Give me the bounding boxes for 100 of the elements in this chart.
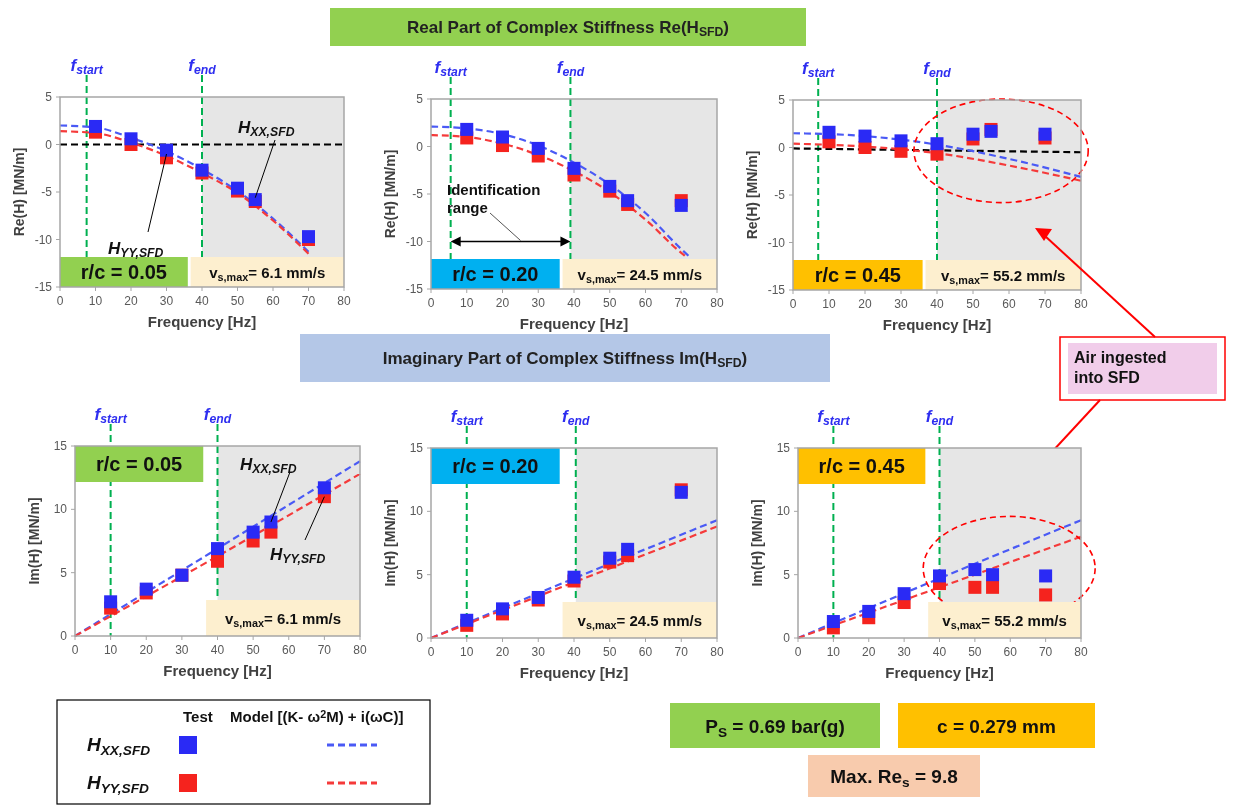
annotation: r/c = 0.45 bbox=[814, 264, 901, 286]
x-axis-title: Frequency [Hz] bbox=[163, 662, 272, 679]
x-tick-label: 60 bbox=[638, 645, 653, 659]
ref-line-label: f$_{end}$ bbox=[188, 56, 217, 77]
text: c = 0.279 mm bbox=[937, 715, 1056, 737]
x-tick-label: 0 bbox=[427, 645, 435, 659]
y-tick-label: 5 bbox=[416, 567, 424, 582]
y-tick-label: -15 bbox=[405, 282, 424, 296]
y-tick-label: 0 bbox=[416, 139, 424, 154]
x-tick-label: 10 bbox=[822, 297, 836, 311]
y-tick-label: 5 bbox=[60, 565, 68, 580]
x-tick-label: 20 bbox=[495, 296, 510, 310]
ref-line-label: f$_{start}$ bbox=[802, 59, 836, 80]
x-tick-label: 80 bbox=[1074, 297, 1088, 311]
ref-line-label: f$_{start}$ bbox=[70, 56, 104, 77]
x-tick-label: 60 bbox=[638, 296, 653, 310]
x-tick-label: 60 bbox=[266, 294, 280, 308]
y-tick-label: 5 bbox=[778, 93, 786, 107]
x-tick-label: 10 bbox=[826, 645, 841, 659]
x-tick-label: 20 bbox=[124, 294, 138, 308]
x-tick-label: 40 bbox=[930, 297, 944, 311]
x-axis-title: Frequency [Hz] bbox=[885, 664, 994, 681]
y-tick-label: -5 bbox=[774, 188, 786, 202]
x-tick-label: 80 bbox=[710, 296, 724, 310]
ref-line-label: f$_{end}$ bbox=[925, 407, 954, 428]
x-tick-label: 30 bbox=[175, 643, 189, 657]
y-tick-label: -5 bbox=[412, 187, 424, 201]
y-tick-label: 10 bbox=[776, 504, 791, 519]
legend-label: H$_{YY,SFD}$ bbox=[87, 772, 149, 796]
x-tick-label: 60 bbox=[1002, 297, 1016, 311]
y-axis-title: Re(H) [MN/m] bbox=[382, 149, 398, 239]
x-axis-title: Frequency [Hz] bbox=[882, 316, 992, 333]
y-tick-label: -15 bbox=[767, 283, 786, 297]
x-tick-label: 80 bbox=[1074, 645, 1088, 659]
y-axis-title: Im(H) [MN/m] bbox=[749, 499, 765, 587]
annotation: v$_{s,max}$= 24.5 mm/s bbox=[577, 266, 703, 285]
annotation: r/c = 0.05 bbox=[96, 453, 183, 475]
x-tick-label: 50 bbox=[603, 296, 617, 310]
y-tick-label: -10 bbox=[34, 232, 53, 247]
ref-line-label: f$_{end}$ bbox=[562, 407, 591, 428]
chart-title: Imaginary Part of Complex Stiffness Im(H$_{SFD}$) bbox=[382, 349, 748, 370]
x-tick-label: 40 bbox=[932, 645, 947, 659]
ref-line-label: f$_{end}$ bbox=[556, 58, 585, 79]
y-tick-label: -15 bbox=[34, 280, 53, 294]
x-tick-label: 70 bbox=[317, 643, 332, 657]
annotation: r/c = 0.05 bbox=[80, 261, 167, 283]
chart-title: Real Part of Complex Stiffness Re(H$_{SFD}$) bbox=[406, 18, 730, 39]
x-tick-label: 40 bbox=[195, 294, 209, 308]
x-tick-label: 30 bbox=[531, 296, 546, 310]
x-tick-label: 70 bbox=[301, 294, 316, 308]
annotation: r/c = 0.20 bbox=[452, 263, 539, 285]
x-tick-label: 20 bbox=[139, 643, 154, 657]
annotation: H$_{XX,SFD}$ bbox=[238, 118, 295, 139]
x-tick-label: 30 bbox=[531, 645, 546, 659]
y-tick-label: 10 bbox=[409, 504, 424, 519]
y-axis-title: Im(H) [MN/m] bbox=[26, 497, 42, 585]
y-tick-label: -10 bbox=[767, 235, 786, 250]
annotation: r/c = 0.45 bbox=[818, 455, 905, 477]
x-tick-label: 30 bbox=[897, 645, 912, 659]
y-tick-label: 0 bbox=[45, 137, 53, 152]
ref-line-label: f$_{start}$ bbox=[94, 405, 128, 426]
x-tick-label: 40 bbox=[567, 645, 581, 659]
x-tick-label: 10 bbox=[460, 645, 474, 659]
x-tick-label: 70 bbox=[674, 645, 689, 659]
ref-line-label: f$_{start}$ bbox=[450, 407, 484, 428]
x-tick-label: 60 bbox=[282, 643, 296, 657]
text: Air ingested into SFD bbox=[1074, 349, 1167, 386]
y-tick-label: -5 bbox=[41, 185, 53, 199]
x-tick-label: 80 bbox=[337, 294, 351, 308]
y-tick-label: 5 bbox=[45, 90, 53, 104]
ref-line-label: f$_{start}$ bbox=[434, 58, 468, 79]
x-axis-title: Frequency [Hz] bbox=[147, 313, 257, 330]
x-tick-label: 50 bbox=[968, 645, 982, 659]
legend-label: H$_{XX,SFD}$ bbox=[87, 734, 151, 758]
x-tick-label: 50 bbox=[230, 294, 245, 308]
x-axis-title: Frequency [Hz] bbox=[519, 664, 629, 681]
text: Test bbox=[183, 708, 213, 725]
x-tick-label: 70 bbox=[1038, 645, 1053, 659]
annotation: v$_{s,max}$= 55.2 mm/s bbox=[941, 267, 1066, 286]
x-tick-label: 10 bbox=[103, 643, 118, 657]
y-tick-label: 15 bbox=[409, 441, 424, 455]
x-tick-label: 0 bbox=[71, 643, 79, 657]
annotation: v$_{s,max}$= 6.1 mm/s bbox=[209, 264, 326, 283]
x-tick-label: 10 bbox=[88, 294, 103, 308]
y-tick-label: 5 bbox=[416, 92, 424, 106]
x-tick-label: 40 bbox=[210, 643, 225, 657]
y-axis-title: Re(H) [MN/m] bbox=[744, 150, 760, 240]
x-axis-title: Frequency [Hz] bbox=[519, 315, 629, 332]
annotation: v$_{s,max}$= 55.2 mm/s bbox=[942, 612, 1067, 631]
y-tick-label: 0 bbox=[783, 631, 791, 645]
y-tick-label: -10 bbox=[405, 234, 424, 249]
annotation: H$_{YY,SFD}$ bbox=[108, 239, 164, 260]
annotation: v$_{s,max}$= 24.5 mm/s bbox=[577, 612, 703, 631]
x-tick-label: 50 bbox=[246, 643, 261, 657]
x-tick-label: 10 bbox=[460, 296, 474, 310]
y-tick-label: 5 bbox=[783, 567, 791, 582]
x-tick-label: 70 bbox=[674, 296, 689, 310]
annotation: H$_{YY,SFD}$ bbox=[270, 545, 326, 566]
annotation: H$_{XX,SFD}$ bbox=[240, 455, 297, 476]
x-tick-label: 30 bbox=[159, 294, 174, 308]
